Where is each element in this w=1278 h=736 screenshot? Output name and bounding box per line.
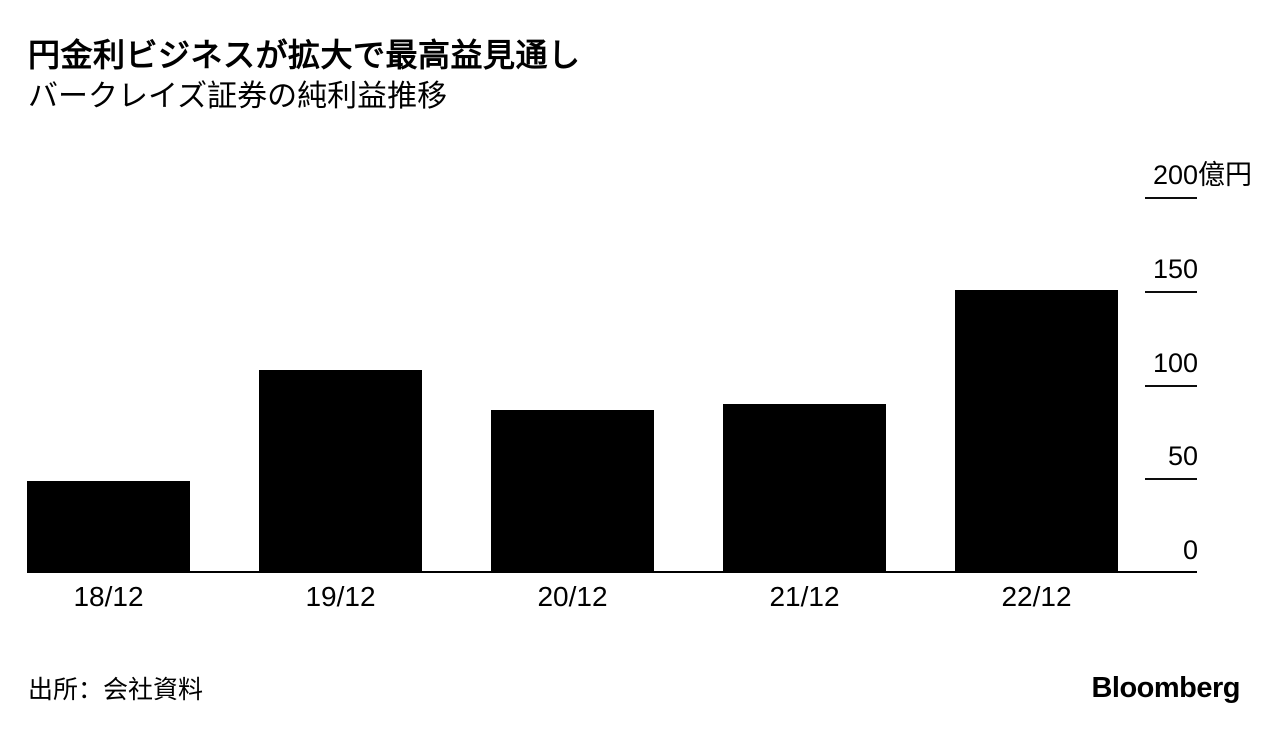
bar-18/12 xyxy=(27,481,190,573)
chart-title: 円金利ビジネスが拡大で最高益見通し xyxy=(28,37,581,73)
source-label: 出所：会社資料 xyxy=(28,676,204,704)
bloomberg-logo: Bloomberg xyxy=(1091,672,1240,704)
x-axis-line xyxy=(27,571,1197,573)
x-tick-label-21/12: 21/12 xyxy=(769,581,840,612)
y-tick-mark-200 xyxy=(1145,197,1197,199)
y-tick-label-150: 150 xyxy=(1128,254,1198,284)
y-tick-mark-50 xyxy=(1145,478,1197,480)
y-tick-label-100: 100 xyxy=(1128,348,1198,378)
x-tick-label-22/12: 22/12 xyxy=(1001,581,1072,612)
y-tick-mark-100 xyxy=(1145,385,1197,387)
bar-20/12 xyxy=(491,410,654,573)
y-tick-label-0: 0 xyxy=(1128,535,1198,565)
bar-19/12 xyxy=(259,370,422,573)
y-tick-number: 100 xyxy=(1152,348,1198,378)
bar-21/12 xyxy=(723,404,886,573)
y-tick-label-50: 50 xyxy=(1128,441,1198,471)
y-tick-number: 50 xyxy=(1167,441,1198,471)
y-tick-number: 0 xyxy=(1182,535,1198,565)
y-tick-number: 200 xyxy=(1152,160,1198,190)
y-tick-number: 150 xyxy=(1152,254,1198,284)
x-axis-labels: 18/12 19/12 20/12 21/12 22/12 xyxy=(27,581,1117,617)
y-tick-mark-150 xyxy=(1145,291,1197,293)
y-axis-unit-label: 億円 xyxy=(1198,160,1252,190)
y-tick-label-200: 200億円 xyxy=(1128,160,1252,190)
chart-subtitle: バークレイズ証券の純利益推移 xyxy=(28,80,448,113)
plot-area xyxy=(27,198,1118,573)
x-tick-label-18/12: 18/12 xyxy=(73,581,144,612)
x-tick-label-20/12: 20/12 xyxy=(537,581,608,612)
bar-22/12 xyxy=(955,290,1118,573)
x-tick-label-19/12: 19/12 xyxy=(305,581,376,612)
